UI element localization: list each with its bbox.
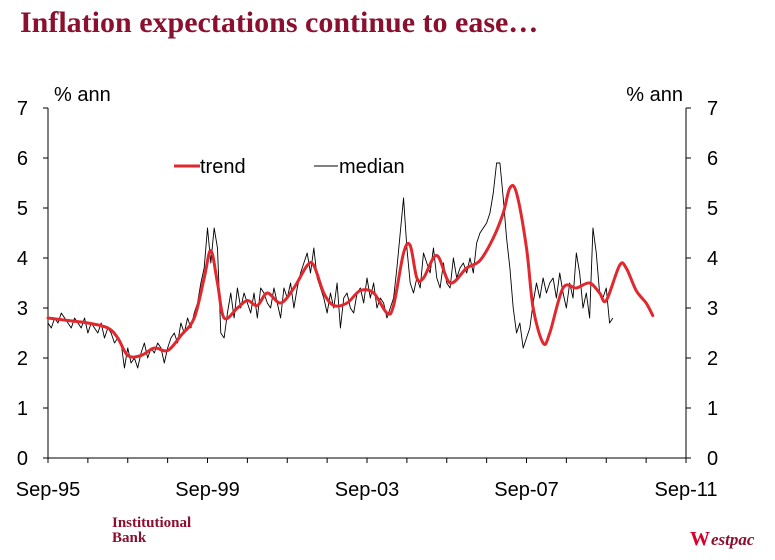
y-tick-label-left: 6 xyxy=(17,148,28,170)
y-tick-label-right: 3 xyxy=(707,298,718,320)
y-tick-label-left: 5 xyxy=(17,198,28,220)
trend-series-line xyxy=(46,183,655,359)
y-tick-label-left: 2 xyxy=(17,348,28,370)
y-tick-label-right: 7 xyxy=(707,98,718,120)
y-tick-label-right: 5 xyxy=(707,198,718,220)
x-tick-label: Sep-03 xyxy=(335,479,400,501)
y-tick-label-left: 4 xyxy=(17,248,28,270)
axes-layer xyxy=(43,107,691,463)
westpac-wordmark: estpac xyxy=(711,529,755,549)
y-axis-label-left: % ann xyxy=(54,84,111,106)
y-axis-label-right: % ann xyxy=(626,84,683,106)
x-tick-label: Sep-07 xyxy=(494,479,559,501)
y-tick-label-right: 0 xyxy=(707,448,718,470)
y-tick-label-left: 7 xyxy=(17,98,28,120)
y-tick-label-right: 4 xyxy=(707,248,718,270)
brand-line-2: Bank xyxy=(112,530,147,546)
x-tick-label: Sep-11 xyxy=(654,479,717,501)
brand-line-1: Institutional xyxy=(112,515,192,531)
y-tick-label-left: 1 xyxy=(17,398,28,420)
westpac-w-mark: W xyxy=(690,528,710,550)
y-tick-label-left: 3 xyxy=(17,298,28,320)
median-series-line xyxy=(47,162,614,369)
x-tick-label: Sep-99 xyxy=(175,479,240,501)
legend-median-label: median xyxy=(339,156,405,178)
series-layer xyxy=(46,162,655,369)
institutional-bank-logo: Institutional Bank xyxy=(112,516,191,546)
y-tick-label-right: 1 xyxy=(707,398,718,420)
legend-trend-label: trend xyxy=(200,156,246,178)
x-tick-label: Sep-95 xyxy=(16,479,81,501)
y-tick-label-left: 0 xyxy=(17,448,28,470)
y-tick-label-right: 6 xyxy=(707,148,718,170)
slide-title: Inflation expectations continue to ease… xyxy=(20,6,539,39)
label-layer: 0 0 1 1 2 2 3 3 4 4 5 5 6 6 7 7 Sep-95 Sep-99 Sep-03 Sep-07… xyxy=(16,84,718,501)
y-tick-label-right: 2 xyxy=(707,348,718,370)
westpac-logo: W estpac xyxy=(690,528,754,551)
